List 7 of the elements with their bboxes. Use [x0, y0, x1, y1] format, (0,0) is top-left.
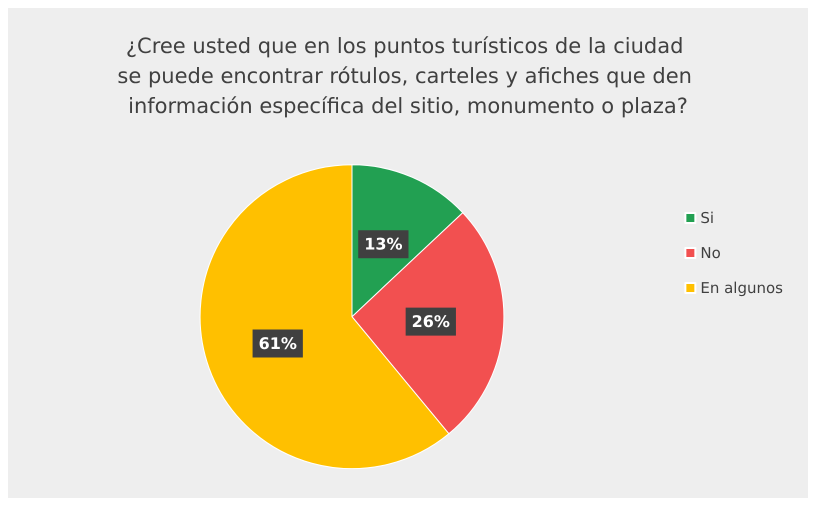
data-label: 26% [412, 312, 450, 332]
legend-label: En algunos [700, 279, 784, 297]
legend-label: Si [700, 209, 714, 227]
legend-label: No [700, 244, 721, 262]
data-label: 61% [258, 334, 297, 353]
data-label: 13% [364, 234, 403, 254]
chart-title: ¿Cree usted que en los puntos turísticos de la ciudad se puede encontrar rótulos, carteles y afiches que den información específica del sitio, monumento o plaza? [117, 34, 699, 118]
